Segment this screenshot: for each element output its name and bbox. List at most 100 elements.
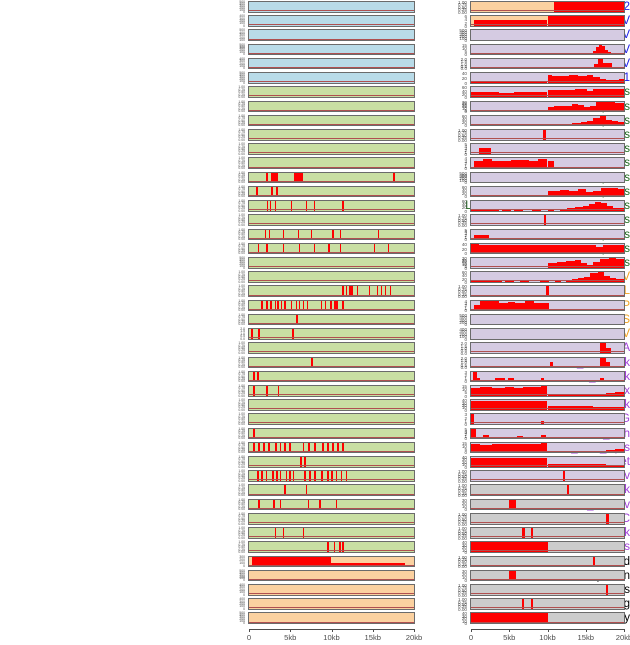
annotation-track-panel[interactable] <box>248 72 415 84</box>
annotation-track-panel[interactable] <box>248 441 415 454</box>
annotation-track-panel[interactable] <box>248 313 415 326</box>
baseline <box>249 436 414 438</box>
coverage-track-panel[interactable] <box>470 456 625 468</box>
annotation-track-panel[interactable] <box>248 569 415 582</box>
annotation-track-panel[interactable] <box>248 328 415 340</box>
coverage-track-panel[interactable] <box>470 441 625 454</box>
annotation-track-panel[interactable] <box>248 143 415 155</box>
coverage-track-panel[interactable] <box>470 114 625 127</box>
coverage-track-panel[interactable] <box>470 256 625 269</box>
coverage-track-panel[interactable] <box>470 598 625 610</box>
baseline <box>471 138 624 139</box>
coverage-track-panel[interactable] <box>470 143 625 155</box>
annotation-track-panel[interactable] <box>248 285 415 297</box>
coverage-track-panel[interactable] <box>470 328 625 340</box>
annotation-track-panel[interactable] <box>248 413 415 425</box>
annotation-track-panel[interactable] <box>248 342 415 354</box>
coverage-bar <box>605 79 614 83</box>
coverage-track-panel[interactable] <box>470 612 625 625</box>
annotation-track-panel[interactable] <box>248 57 415 70</box>
coverage-track-panel[interactable] <box>470 413 625 425</box>
coverage-track-panel[interactable] <box>470 370 625 383</box>
coverage-track-panel[interactable] <box>470 356 625 369</box>
annotation-track-panel[interactable] <box>248 100 415 113</box>
coverage-track-panel[interactable] <box>470 100 625 113</box>
track-segment <box>298 300 301 311</box>
annotation-track-panel[interactable] <box>248 299 415 312</box>
coverage-track-panel[interactable] <box>470 527 625 539</box>
coverage-bar <box>601 202 608 211</box>
coverage-track-panel[interactable] <box>470 342 625 354</box>
annotation-track-panel[interactable] <box>248 612 415 625</box>
annotation-track-panel[interactable] <box>248 399 415 411</box>
annotation-track-panel[interactable] <box>248 384 415 397</box>
baseline <box>471 379 624 381</box>
coverage-track-panel[interactable] <box>470 214 625 226</box>
coverage-track-panel[interactable] <box>470 285 625 297</box>
annotation-track-panel[interactable] <box>248 29 415 42</box>
annotation-track-panel[interactable] <box>248 427 415 440</box>
annotation-track-panel[interactable] <box>248 86 415 98</box>
annotation-track-panel[interactable] <box>248 370 415 383</box>
coverage-track-panel[interactable] <box>470 498 625 511</box>
annotation-track-panel[interactable] <box>248 470 415 482</box>
coverage-track-panel[interactable] <box>470 43 625 56</box>
annotation-track-panel[interactable] <box>248 228 415 241</box>
coverage-track-panel[interactable] <box>470 555 625 568</box>
annotation-track-panel[interactable] <box>248 498 415 511</box>
annotation-track-panel[interactable] <box>248 242 415 255</box>
annotation-track-panel[interactable] <box>248 256 415 269</box>
annotation-track-panel[interactable] <box>248 185 415 198</box>
coverage-track-panel[interactable] <box>470 185 625 198</box>
annotation-track-panel[interactable] <box>248 456 415 468</box>
coverage-track-panel[interactable] <box>470 299 625 312</box>
annotation-track-panel[interactable] <box>248 271 415 283</box>
coverage-track-panel[interactable] <box>470 512 625 525</box>
coverage-track-panel[interactable] <box>470 171 625 184</box>
coverage-bar <box>513 444 523 453</box>
coverage-track-panel[interactable] <box>470 470 625 482</box>
coverage-track-panel[interactable] <box>470 86 625 98</box>
coverage-track-panel[interactable] <box>470 313 625 326</box>
coverage-track-panel[interactable] <box>470 15 625 27</box>
coverage-track-panel[interactable] <box>470 584 625 596</box>
y-axis-ticks: 500 400 300 200 100 0 <box>239 255 245 270</box>
coverage-track-panel[interactable] <box>470 541 625 553</box>
annotation-track-panel[interactable] <box>248 555 415 568</box>
annotation-track-panel[interactable] <box>248 527 415 539</box>
coverage-track-panel[interactable] <box>470 200 625 212</box>
annotation-track-panel[interactable] <box>248 1 415 13</box>
annotation-track-panel[interactable] <box>248 157 415 169</box>
annotation-track-panel[interactable] <box>248 541 415 553</box>
track-segment <box>282 528 285 538</box>
annotation-track-panel[interactable] <box>248 584 415 596</box>
coverage-track-panel[interactable] <box>470 128 625 141</box>
annotation-track-panel[interactable] <box>248 128 415 141</box>
coverage-track-panel[interactable] <box>470 484 625 497</box>
coverage-track-panel[interactable] <box>470 242 625 255</box>
coverage-track-panel[interactable] <box>470 57 625 70</box>
annotation-track-panel[interactable] <box>248 356 415 369</box>
annotation-track-panel[interactable] <box>248 214 415 226</box>
coverage-track-panel[interactable] <box>470 228 625 241</box>
y-axis-ticks: 500 400 300 200 100 0 <box>239 42 245 57</box>
annotation-track-panel[interactable] <box>248 15 415 27</box>
coverage-track-panel[interactable] <box>470 1 625 13</box>
annotation-track-panel[interactable] <box>248 171 415 184</box>
annotation-track-panel[interactable] <box>248 200 415 212</box>
coverage-track-panel[interactable] <box>470 157 625 169</box>
coverage-track-panel[interactable] <box>470 72 625 84</box>
annotation-track-panel[interactable] <box>248 484 415 497</box>
annotation-track-panel[interactable] <box>248 598 415 610</box>
annotation-track-panel[interactable] <box>248 114 415 127</box>
coverage-track-panel[interactable] <box>470 271 625 283</box>
annotation-track-panel[interactable] <box>248 512 415 525</box>
coverage-track-panel[interactable] <box>470 569 625 582</box>
baseline <box>249 24 414 26</box>
coverage-track-panel[interactable] <box>470 427 625 440</box>
annotation-track-panel[interactable] <box>248 43 415 56</box>
coverage-track-panel[interactable] <box>470 384 625 397</box>
coverage-track-panel[interactable] <box>470 29 625 42</box>
coverage-track-panel[interactable] <box>470 399 625 411</box>
